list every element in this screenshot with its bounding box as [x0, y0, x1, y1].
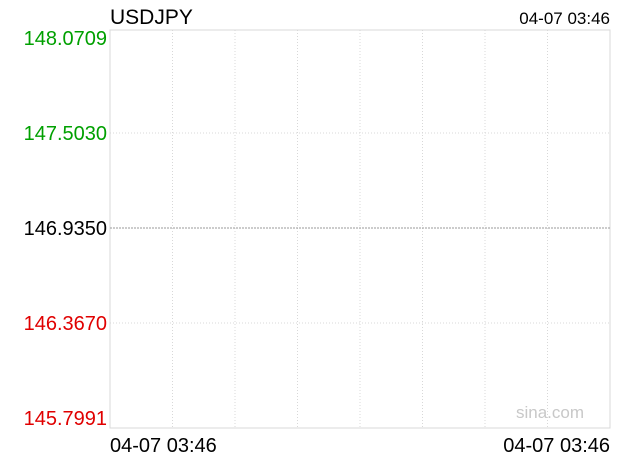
chart-title: USDJPY: [110, 6, 193, 29]
x-tick-label: 04-07 03:46: [110, 435, 217, 457]
y-tick-label: 146.3670: [24, 313, 107, 335]
watermark: sina.com: [516, 403, 584, 422]
plot-area: 148.0709 147.5030 146.9350 146.3670 145.7991…: [24, 28, 611, 457]
y-tick-label: 147.5030: [24, 123, 107, 145]
y-tick-label: 146.9350: [24, 218, 107, 240]
x-tick-label: 04-07 03:46: [503, 435, 610, 457]
y-tick-label: 148.0709: [24, 28, 107, 50]
y-tick-label: 145.7991: [24, 408, 107, 430]
timestamp: 04-07 03:46: [519, 9, 610, 28]
